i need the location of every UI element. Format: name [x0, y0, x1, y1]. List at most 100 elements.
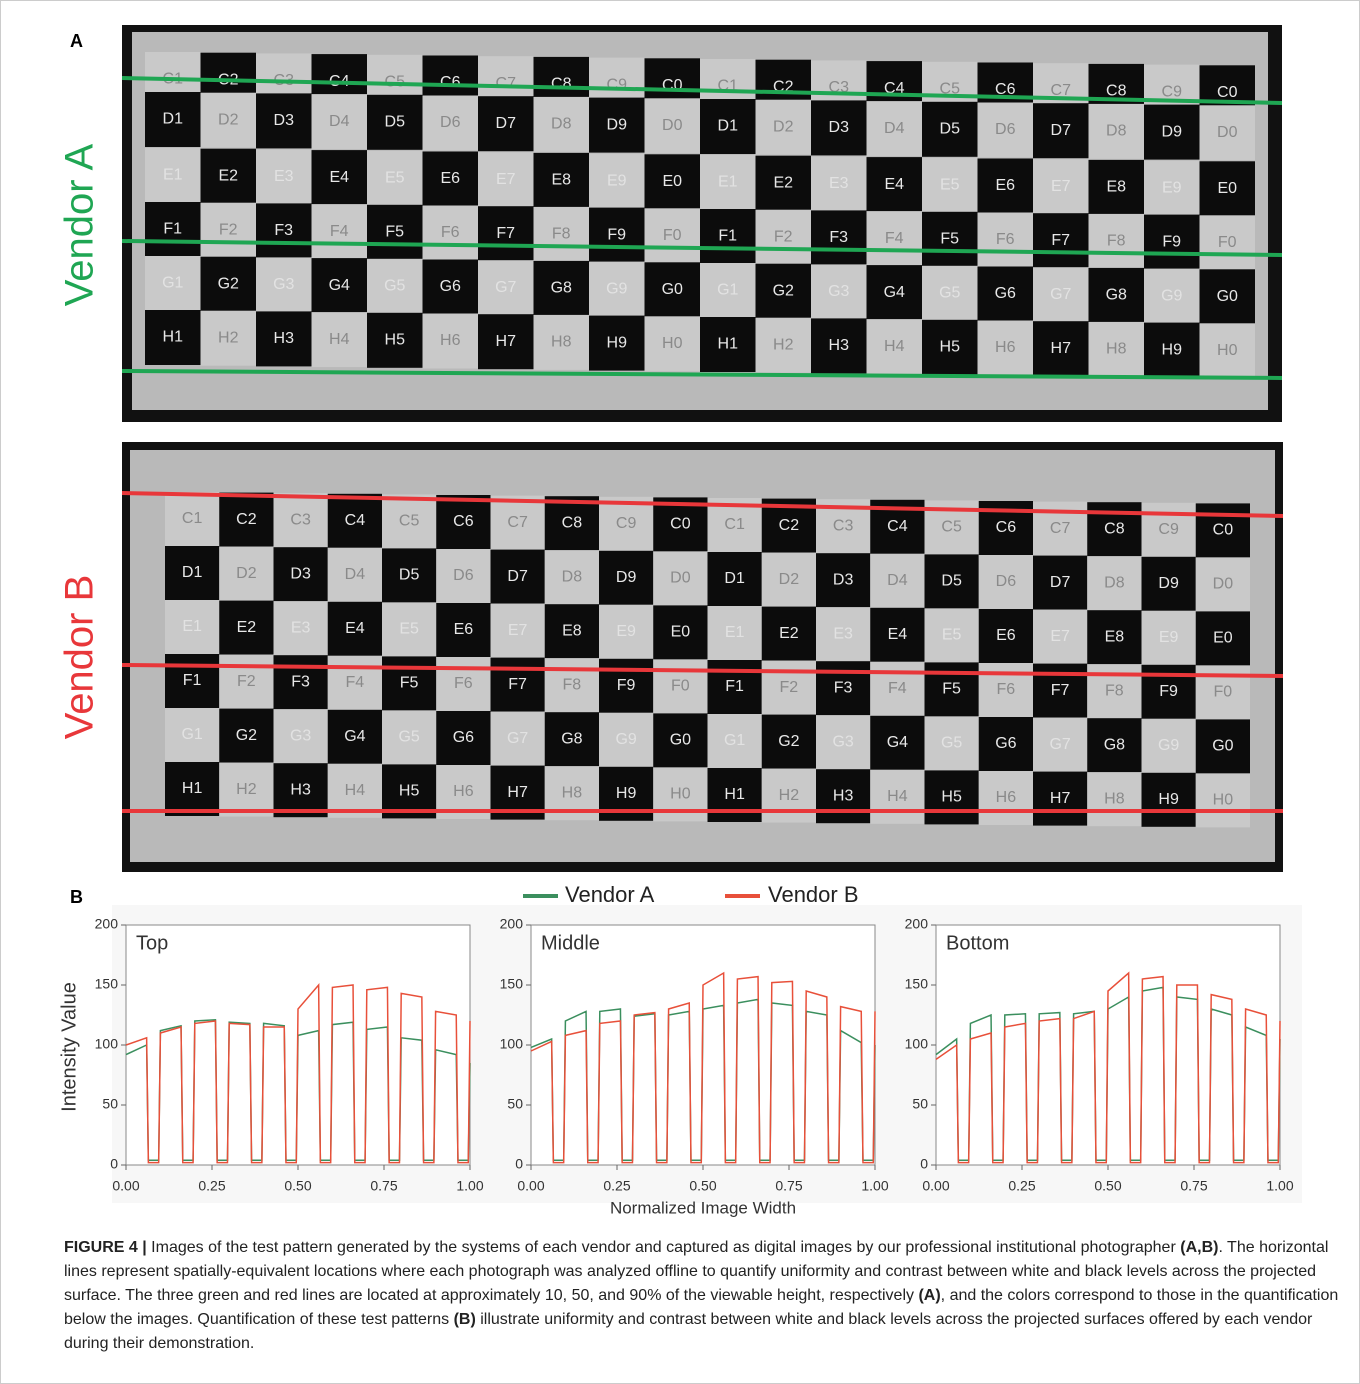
checker-cell	[811, 318, 867, 374]
cell-label: G2	[218, 275, 239, 292]
checker-cell	[145, 310, 201, 365]
x-axis-label: Normalized Image Width	[610, 1198, 796, 1217]
caption-text: . The horizontal lines represent spatial…	[64, 1239, 1329, 1304]
cell-label: C4	[345, 512, 366, 529]
checker-cell	[367, 312, 423, 368]
cell-label: D5	[385, 114, 406, 131]
checker-cell	[599, 604, 654, 659]
cell-label: H5	[941, 789, 962, 806]
checker-cell	[1033, 609, 1088, 664]
checker-cell	[1199, 105, 1255, 161]
cell-label: C8	[1104, 520, 1125, 537]
cell-label: D3	[274, 112, 295, 129]
cell-label: E1	[718, 174, 738, 191]
cell-label: F4	[330, 223, 349, 240]
cell-label: H1	[182, 780, 203, 797]
cell-label: G7	[1050, 286, 1071, 303]
y-tick-label: 100	[95, 1036, 119, 1052]
cell-label: H4	[345, 782, 366, 799]
checker-cell	[478, 96, 534, 152]
chart-title: Bottom	[946, 932, 1009, 954]
cell-label: G4	[884, 284, 905, 301]
checker-cell	[311, 312, 367, 368]
cell-label: D3	[829, 119, 850, 136]
cell-label: H7	[1051, 340, 1072, 357]
caption: FIGURE 4 | Images of the test pattern ge…	[64, 1236, 1344, 1356]
cell-label: D3	[833, 571, 854, 588]
cell-label: E5	[940, 177, 960, 194]
cell-label: E7	[1051, 178, 1071, 195]
cell-label: G9	[606, 280, 627, 297]
legend-label: Vendor A	[565, 882, 655, 907]
cell-label: G6	[440, 278, 461, 295]
checker-cell	[145, 148, 201, 203]
checker-cell	[382, 602, 437, 657]
checker-cell	[870, 553, 925, 608]
cell-label: F1	[163, 221, 182, 238]
cell-label: D6	[995, 121, 1016, 138]
cell-label: F2	[774, 228, 793, 245]
series-line	[935, 971, 1281, 1164]
checker-cell	[978, 771, 1033, 825]
cell-label: H4	[329, 331, 350, 348]
checker-cell	[1199, 215, 1255, 271]
checker-cell	[311, 94, 367, 150]
cell-label: H8	[551, 334, 572, 351]
cell-label: C1	[724, 516, 745, 533]
cell-label: G6	[995, 285, 1016, 302]
checker-cell	[1033, 213, 1089, 269]
cell-label: E9	[1159, 629, 1179, 646]
legend-label: Vendor B	[768, 882, 859, 907]
checker-cell	[653, 605, 708, 660]
checker-cell	[382, 710, 437, 765]
cell-label: E6	[995, 177, 1015, 194]
cell-label: F0	[1218, 234, 1237, 251]
analysis-line	[121, 491, 1284, 518]
checker-cell	[1033, 159, 1089, 215]
checker-cell	[599, 712, 654, 767]
checker-cell	[1033, 103, 1089, 159]
checker-cell	[422, 151, 478, 207]
cell-label: E8	[562, 622, 582, 639]
cell-label: G5	[941, 735, 962, 752]
cell-label: C7	[1050, 520, 1071, 537]
cell-label: C6	[996, 519, 1017, 536]
cell-label: F4	[885, 230, 904, 247]
cell-label: D6	[440, 114, 461, 131]
cell-label: D4	[329, 113, 350, 130]
cell-label: F7	[1051, 232, 1070, 249]
vendor-label: Vendor B	[58, 575, 102, 740]
checker-cell	[816, 607, 871, 662]
checker-cell	[700, 209, 756, 264]
cell-label: C9	[616, 515, 637, 532]
cell-label: F3	[291, 673, 310, 690]
cell-label: H3	[274, 330, 295, 347]
checker-cell	[977, 102, 1033, 158]
checker-cell	[1088, 321, 1144, 377]
checker-cell	[422, 95, 478, 151]
x-tick-label: 0.75	[370, 1178, 397, 1194]
y-tick-label: 200	[95, 916, 119, 932]
checker-cell	[478, 314, 534, 370]
cell-label: H9	[1162, 341, 1183, 358]
checker-cell	[490, 711, 545, 766]
checker-cell	[382, 548, 437, 603]
checker-cell	[273, 493, 328, 548]
y-tick-label: 150	[95, 976, 119, 992]
checker-cell	[599, 496, 654, 551]
checker-cell	[922, 157, 978, 213]
checker-cell	[1033, 771, 1088, 826]
caption-text: (B)	[453, 1311, 476, 1328]
checker-cell	[1144, 104, 1200, 160]
cell-label: D5	[941, 573, 962, 590]
checker-cell	[922, 211, 978, 267]
checker-cell	[219, 654, 274, 709]
cell-label: E9	[607, 172, 627, 189]
cell-label: D7	[496, 115, 517, 132]
checker-cell	[311, 258, 367, 314]
cell-label: E5	[942, 627, 962, 644]
cell-label: G1	[717, 282, 738, 299]
checker-cell	[490, 603, 545, 658]
y-tick-label: 0	[515, 1156, 523, 1172]
cell-label: D6	[453, 567, 474, 584]
